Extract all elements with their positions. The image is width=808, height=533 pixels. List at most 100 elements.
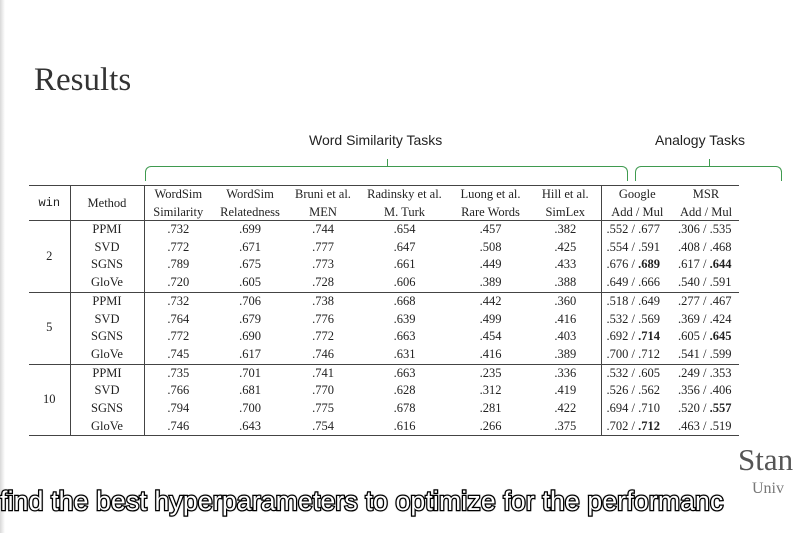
score-cell: .732 <box>167 222 190 236</box>
score-cell: .738 <box>312 293 334 308</box>
analogy-mul-score: .644 <box>709 257 732 272</box>
analogy-mul-score: .677 <box>638 222 660 236</box>
header-col-label: Luong et al. <box>460 187 521 201</box>
score-cell: .772 <box>167 329 190 344</box>
analogy-add-score: .605 <box>678 329 700 344</box>
score-cell: .671 <box>239 239 261 254</box>
analogy-mul-score: .689 <box>638 257 660 272</box>
score-cell: .770 <box>312 383 334 398</box>
score-cell: .433 <box>530 256 602 275</box>
analogy-mul-score: .353 <box>709 365 732 380</box>
score-cell: .457 <box>479 222 502 236</box>
score-cell: .605 <box>239 275 261 290</box>
score-cell: .663 <box>393 329 416 344</box>
score-cell: .690 <box>239 329 261 344</box>
score-cell: .772 <box>167 239 190 254</box>
table-row: 5 PPMI .732.706.738.668.442.360.518 / .649… <box>29 292 739 365</box>
score-cell: .701 <box>239 365 261 380</box>
analogy-separator: / <box>699 293 710 308</box>
analogy-score-cell: .306 / .535 <box>673 221 739 239</box>
score-cell: .235 <box>479 365 502 380</box>
score-cell: .741 <box>312 365 334 380</box>
analogy-score-cell: .541 / .599 <box>673 346 739 364</box>
analogy-score-cell: .617 / .644 <box>673 256 739 274</box>
score-cell: .663 <box>393 365 416 380</box>
score-cell: .678 <box>393 401 416 416</box>
analogy-brace <box>635 159 782 181</box>
analogy-score-cell: .694 / .710 <box>601 400 673 418</box>
method-cell: GloVe <box>70 345 145 365</box>
analogy-separator: / <box>628 346 639 361</box>
header-col-sublabel: Add / Mul <box>611 204 664 219</box>
score-cell: .616 <box>393 418 416 433</box>
table-row: SGNS .794.700.775.678.281.422.694 / .710.… <box>29 400 739 418</box>
analogy-add-score: .463 <box>678 418 700 433</box>
table-row: GloVe .720.605.728.606.389.388.649 / .666… <box>29 274 739 293</box>
word-similarity-brace <box>145 159 628 181</box>
score-cell: .281 <box>479 401 502 416</box>
analogy-separator: / <box>699 222 710 236</box>
score-cell: .746 <box>312 346 334 361</box>
score-cell: .422 <box>530 400 602 418</box>
header-col-label: Hill et al. <box>530 185 602 203</box>
analogy-add-score: .700 <box>606 346 629 361</box>
analogy-mul-score: .645 <box>709 329 732 344</box>
analogy-mul-score: .599 <box>709 346 732 361</box>
header-col-sublabel: M. Turk <box>384 204 425 219</box>
method-cell: SGNS <box>70 328 145 346</box>
method-cell: SGNS <box>70 256 145 275</box>
score-cell: .628 <box>393 383 416 398</box>
analogy-score-cell: .520 / .557 <box>673 400 739 418</box>
table-row: GloVe .746.643.754.616.266.375.702 / .712… <box>29 417 739 436</box>
score-cell: .789 <box>167 257 190 272</box>
header-col-sublabel: Similarity <box>153 204 204 219</box>
window-10-group: 10 PPMI .735.701.741.663.235.336.532 / .60… <box>29 364 739 436</box>
method-cell: GloVe <box>70 274 145 293</box>
score-cell: .668 <box>393 293 416 308</box>
score-cell: .728 <box>312 275 334 290</box>
table-row: SVD .764.679.776.639.499.416.532 / .569.3… <box>29 310 739 329</box>
header-win: win <box>29 185 71 221</box>
header-col-label: MSR <box>692 187 720 201</box>
score-cell: .606 <box>393 275 416 290</box>
analogy-mul-score: .535 <box>709 222 732 236</box>
window-size-cell: 2 <box>29 220 71 293</box>
method-cell: SVD <box>70 238 145 257</box>
score-cell: .375 <box>530 417 602 436</box>
analogy-add-score: .356 <box>678 383 700 398</box>
header-col-label: WordSim <box>226 187 274 201</box>
analogy-add-score: .520 <box>678 401 700 416</box>
score-cell: .772 <box>312 329 334 344</box>
analogy-add-score: .369 <box>678 311 700 326</box>
analogy-mul-score: .712 <box>638 418 660 433</box>
stanford-logo-subtext: Univ <box>752 480 784 497</box>
score-cell: .661 <box>393 257 416 272</box>
header-col-label: WordSim <box>154 187 203 201</box>
header-col-sublabel: Relatedness <box>220 204 280 219</box>
window-5-group: 5 PPMI .732.706.738.668.442.360.518 / .649… <box>29 292 739 365</box>
score-cell: .416 <box>479 346 502 361</box>
analogy-mul-score: .557 <box>709 401 732 416</box>
header-col-label: Google <box>618 187 656 201</box>
score-cell: .794 <box>167 401 190 416</box>
score-cell: .454 <box>479 329 502 344</box>
analogy-add-score: .692 <box>606 329 629 344</box>
score-cell: .647 <box>393 239 416 254</box>
analogy-score-cell: .554 / .591 <box>601 239 673 257</box>
analogy-score-cell: .700 / .712 <box>601 346 673 364</box>
header-col-sublabel: Rare Words <box>461 204 520 219</box>
score-cell: .389 <box>530 345 602 365</box>
analogy-score-cell: .249 / .353 <box>673 364 739 382</box>
analogy-mul-score: .424 <box>709 311 732 326</box>
score-cell: .388 <box>530 274 602 293</box>
score-cell: .732 <box>167 293 190 308</box>
analogy-add-score: .702 <box>606 418 629 433</box>
score-cell: .766 <box>167 383 190 398</box>
stanford-logo-text: Stan <box>738 442 794 477</box>
analogy-mul-score: .712 <box>638 346 660 361</box>
score-cell: .706 <box>239 293 261 308</box>
score-cell: .735 <box>167 365 190 380</box>
analogy-add-score: .676 <box>606 257 629 272</box>
analogy-score-cell: .702 / .712 <box>601 418 673 436</box>
score-cell: .775 <box>312 401 334 416</box>
